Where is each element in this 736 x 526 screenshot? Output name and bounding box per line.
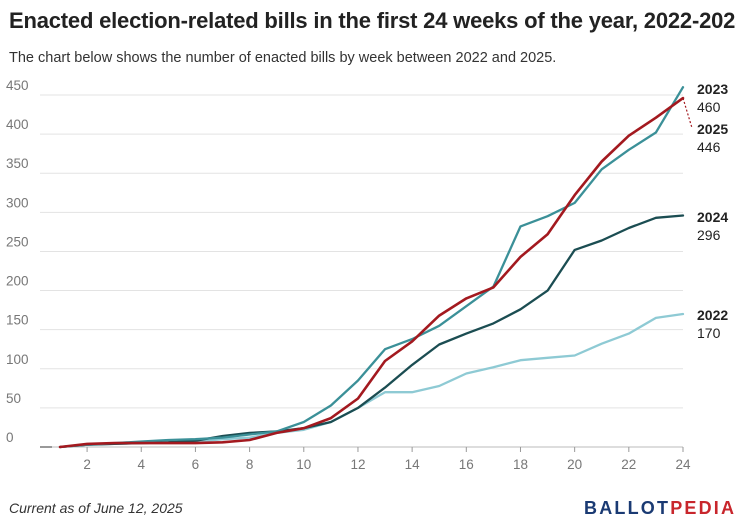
x-tick-label: 4 bbox=[138, 457, 146, 472]
x-tick-label: 20 bbox=[567, 457, 582, 472]
y-tick-label: 150 bbox=[6, 313, 29, 328]
y-tick-label: 100 bbox=[6, 352, 29, 367]
x-tick-label: 22 bbox=[621, 457, 636, 472]
x-tick-label: 16 bbox=[459, 457, 474, 472]
series-name-2024: 2024 bbox=[697, 209, 728, 225]
x-tick-label: 12 bbox=[350, 457, 365, 472]
series-end-value-2022: 170 bbox=[697, 325, 721, 341]
series-end-value-2023: 460 bbox=[697, 99, 721, 115]
chart-title: Enacted election-related bills in the fi… bbox=[9, 8, 736, 33]
x-tick-label: 6 bbox=[192, 457, 200, 472]
chart-subtitle: The chart below shows the number of enac… bbox=[9, 50, 557, 66]
x-tick-label: 2 bbox=[83, 457, 91, 472]
series-lines bbox=[58, 86, 685, 449]
x-tick-label: 24 bbox=[675, 457, 691, 472]
series-name-2023: 2023 bbox=[697, 81, 728, 97]
footnote: Current as of June 12, 2025 bbox=[9, 500, 183, 516]
x-tick-label: 8 bbox=[246, 457, 254, 472]
y-tick-label: 50 bbox=[6, 391, 21, 406]
y-tick-label: 450 bbox=[6, 78, 29, 93]
x-tick-label: 10 bbox=[296, 457, 311, 472]
ballotpedia-logo: BALLOTPEDIA bbox=[584, 498, 736, 519]
logo-pedia: PEDIA bbox=[670, 498, 736, 518]
x-axis-ticks: 2 4 6 8 10 12 14 16 18 20 22 24 bbox=[83, 447, 691, 472]
series-end-labels: 2022 170 2024 296 2023 460 2025 446 bbox=[682, 81, 728, 341]
x-tick-label: 18 bbox=[513, 457, 528, 472]
y-tick-label: 400 bbox=[6, 117, 29, 132]
series-end-value-2025: 446 bbox=[697, 139, 721, 155]
y-axis-ticks: 0 50 100 150 200 250 300 350 400 450 bbox=[6, 78, 29, 445]
y-tick-label: 200 bbox=[6, 274, 29, 289]
series-end-value-2024: 296 bbox=[697, 227, 721, 243]
gridlines bbox=[40, 94, 683, 448]
y-tick-label: 250 bbox=[6, 234, 29, 249]
series-name-2022: 2022 bbox=[697, 307, 728, 323]
y-tick-label: 0 bbox=[6, 430, 14, 445]
series-line-2025 bbox=[58, 96, 685, 449]
series-line-2024 bbox=[58, 214, 685, 449]
series-name-2025: 2025 bbox=[697, 121, 728, 137]
logo-ballot: BALLOT bbox=[584, 498, 671, 518]
series-line-2023 bbox=[58, 86, 685, 449]
y-tick-label: 350 bbox=[6, 156, 29, 171]
series-label-leader-2025 bbox=[682, 97, 693, 129]
y-tick-label: 300 bbox=[6, 195, 29, 210]
x-tick-label: 14 bbox=[405, 457, 421, 472]
